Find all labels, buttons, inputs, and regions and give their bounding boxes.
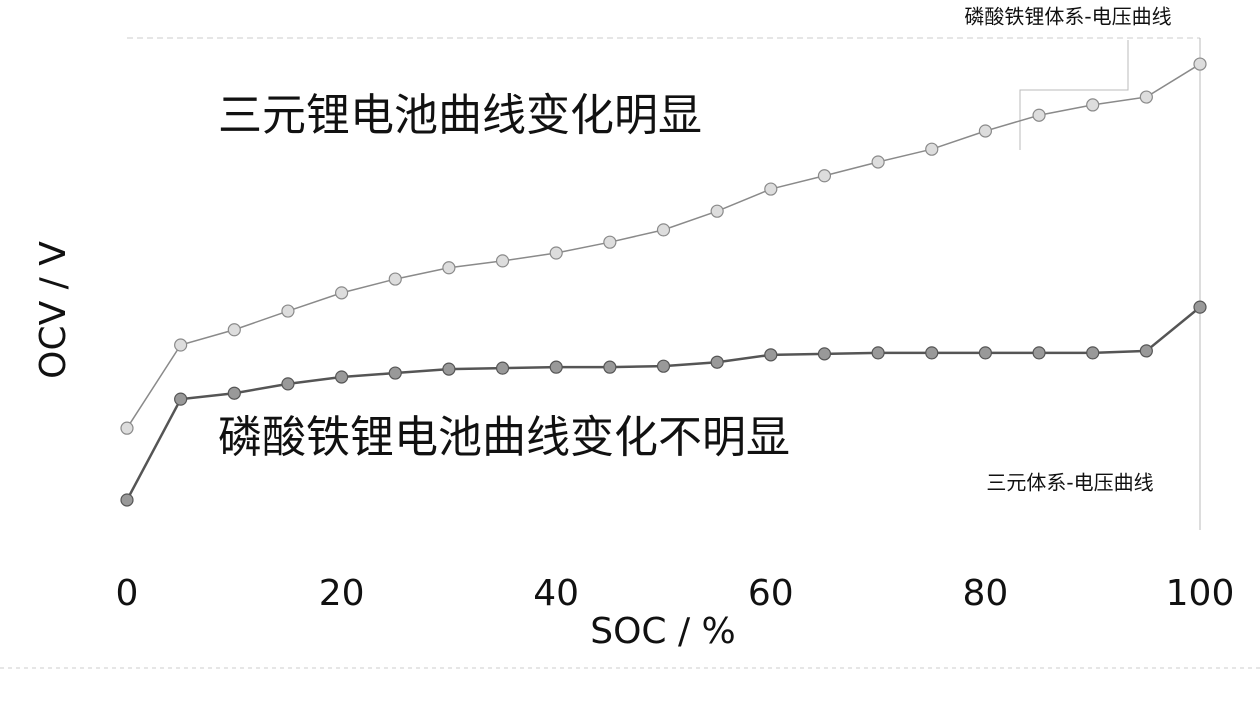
data-point	[174, 338, 188, 352]
data-point	[978, 124, 993, 138]
data-point	[603, 235, 617, 249]
data-point	[227, 323, 241, 337]
x-tick-label: 20	[319, 573, 365, 614]
callout	[1019, 40, 1129, 150]
data-point	[656, 359, 671, 373]
annotation: 三元锂电池曲线变化明显	[218, 90, 702, 141]
data-point	[442, 261, 456, 275]
x-tick-label: 100	[1166, 573, 1235, 614]
data-point	[764, 182, 778, 196]
data-point	[174, 392, 188, 406]
data-point	[871, 155, 885, 169]
x-tick-label: 40	[533, 573, 579, 614]
data-point	[335, 370, 349, 384]
data-point	[1032, 108, 1046, 122]
data-point	[603, 360, 617, 374]
data-point	[442, 362, 456, 376]
data-point	[227, 386, 241, 400]
data-point	[1032, 346, 1046, 360]
annotation: 磷酸铁锂电池曲线变化不明显	[218, 412, 790, 463]
series-label: 磷酸铁锂体系-电压曲线	[964, 5, 1171, 29]
data-point	[817, 169, 832, 183]
x-tick-label: 0	[116, 573, 139, 614]
data-point	[120, 421, 134, 435]
data-point	[281, 377, 295, 391]
x-tick-label: 60	[748, 573, 794, 614]
data-point	[1086, 98, 1100, 112]
data-point	[656, 223, 671, 237]
data-point	[925, 142, 939, 156]
y-axis-label: OCV / V	[33, 241, 74, 379]
data-point	[335, 286, 349, 300]
x-axis-label: SOC / %	[590, 611, 736, 652]
data-point	[1193, 300, 1207, 314]
x-tick-label: 80	[962, 573, 1008, 614]
data-point	[281, 304, 295, 318]
data-point	[764, 348, 778, 362]
data-point	[388, 366, 402, 380]
data-point	[120, 493, 134, 507]
data-point	[871, 346, 885, 360]
data-point	[925, 346, 939, 360]
data-point	[1193, 57, 1207, 71]
data-point	[710, 355, 724, 369]
data-point	[495, 361, 510, 375]
data-point	[1139, 90, 1153, 104]
data-point	[549, 360, 563, 374]
data-point	[978, 346, 993, 360]
data-point	[1086, 346, 1100, 360]
series-label: 三元体系-电压曲线	[986, 471, 1153, 495]
data-point	[549, 246, 563, 260]
data-point	[1139, 344, 1153, 358]
data-point	[710, 204, 724, 218]
data-point	[495, 254, 510, 268]
data-point	[388, 272, 402, 286]
data-point	[817, 347, 832, 361]
